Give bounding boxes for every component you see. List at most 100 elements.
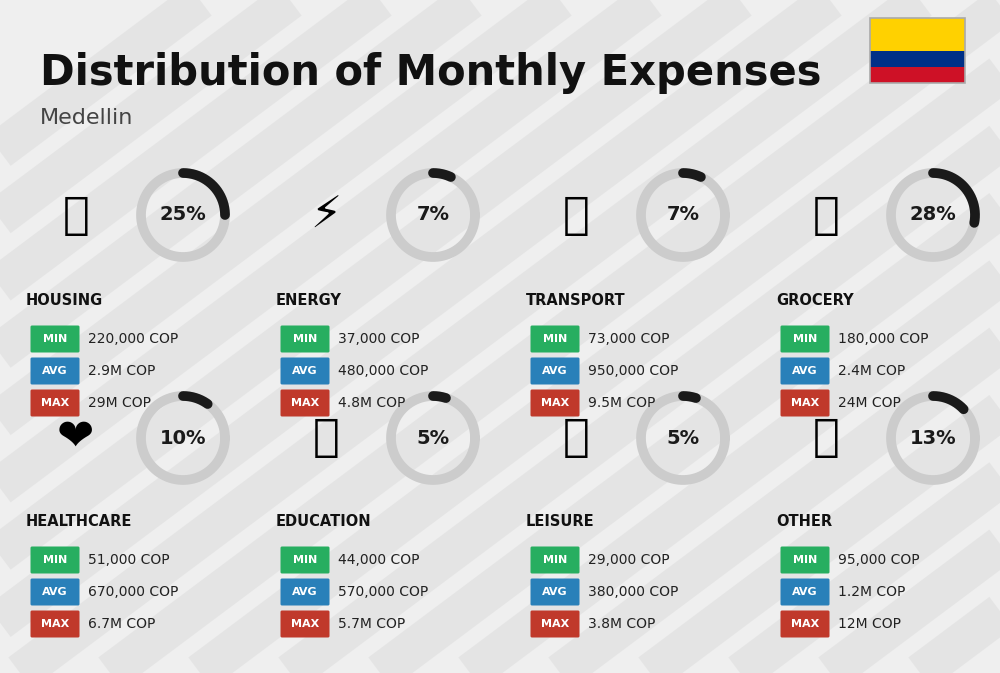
FancyBboxPatch shape	[530, 610, 580, 637]
Text: 380,000 COP: 380,000 COP	[588, 585, 678, 599]
FancyBboxPatch shape	[780, 326, 830, 353]
Text: 🚌: 🚌	[563, 194, 589, 236]
FancyBboxPatch shape	[530, 390, 580, 417]
Text: AVG: AVG	[792, 587, 818, 597]
FancyBboxPatch shape	[280, 326, 330, 353]
Text: 🏙: 🏙	[63, 194, 89, 236]
FancyBboxPatch shape	[780, 610, 830, 637]
Text: 220,000 COP: 220,000 COP	[88, 332, 178, 346]
FancyBboxPatch shape	[530, 579, 580, 606]
Text: GROCERY: GROCERY	[776, 293, 854, 308]
Text: 9.5M COP: 9.5M COP	[588, 396, 655, 410]
Text: MAX: MAX	[291, 619, 319, 629]
Text: MAX: MAX	[41, 619, 69, 629]
FancyBboxPatch shape	[280, 546, 330, 573]
Text: 28%: 28%	[910, 205, 956, 225]
Text: 51,000 COP: 51,000 COP	[88, 553, 170, 567]
Text: MIN: MIN	[293, 334, 317, 344]
Text: 10%: 10%	[160, 429, 206, 448]
Text: 7%: 7%	[416, 205, 450, 225]
FancyBboxPatch shape	[280, 579, 330, 606]
Bar	[870, 18, 965, 50]
Text: OTHER: OTHER	[776, 514, 832, 529]
Text: HEALTHCARE: HEALTHCARE	[26, 514, 132, 529]
Text: ❤️: ❤️	[57, 417, 95, 460]
Text: 5%: 5%	[416, 429, 450, 448]
Text: AVG: AVG	[542, 587, 568, 597]
Text: 2.4M COP: 2.4M COP	[838, 364, 905, 378]
Text: 🛒: 🛒	[813, 194, 839, 236]
Text: LEISURE: LEISURE	[526, 514, 595, 529]
Text: 13%: 13%	[910, 429, 956, 448]
FancyBboxPatch shape	[30, 579, 80, 606]
Text: 25%: 25%	[160, 205, 206, 225]
Text: Distribution of Monthly Expenses: Distribution of Monthly Expenses	[40, 52, 822, 94]
Text: 95,000 COP: 95,000 COP	[838, 553, 920, 567]
FancyBboxPatch shape	[30, 610, 80, 637]
Text: ⚡: ⚡	[310, 194, 342, 236]
Text: 950,000 COP: 950,000 COP	[588, 364, 678, 378]
Bar	[870, 67, 965, 83]
Text: MAX: MAX	[791, 398, 819, 408]
Text: MIN: MIN	[793, 555, 817, 565]
Text: MIN: MIN	[793, 334, 817, 344]
Text: 12M COP: 12M COP	[838, 617, 901, 631]
Text: 4.8M COP: 4.8M COP	[338, 396, 405, 410]
Text: EDUCATION: EDUCATION	[276, 514, 372, 529]
Text: AVG: AVG	[792, 366, 818, 376]
FancyBboxPatch shape	[530, 357, 580, 384]
FancyBboxPatch shape	[780, 579, 830, 606]
Text: MAX: MAX	[541, 619, 569, 629]
Text: AVG: AVG	[292, 366, 318, 376]
Text: 🎓: 🎓	[313, 417, 339, 460]
FancyBboxPatch shape	[780, 357, 830, 384]
Text: AVG: AVG	[292, 587, 318, 597]
Text: TRANSPORT: TRANSPORT	[526, 293, 626, 308]
FancyBboxPatch shape	[280, 610, 330, 637]
FancyBboxPatch shape	[530, 326, 580, 353]
Text: 1.2M COP: 1.2M COP	[838, 585, 905, 599]
Text: MAX: MAX	[41, 398, 69, 408]
FancyBboxPatch shape	[280, 357, 330, 384]
FancyBboxPatch shape	[30, 357, 80, 384]
Text: 180,000 COP: 180,000 COP	[838, 332, 928, 346]
Text: 3.8M COP: 3.8M COP	[588, 617, 655, 631]
Text: HOUSING: HOUSING	[26, 293, 103, 308]
Text: MAX: MAX	[541, 398, 569, 408]
Text: 670,000 COP: 670,000 COP	[88, 585, 178, 599]
Bar	[870, 18, 965, 83]
FancyBboxPatch shape	[30, 326, 80, 353]
Text: 24M COP: 24M COP	[838, 396, 901, 410]
Text: 💰: 💰	[813, 417, 839, 460]
Text: MIN: MIN	[43, 334, 67, 344]
FancyBboxPatch shape	[30, 546, 80, 573]
Text: AVG: AVG	[42, 366, 68, 376]
Text: 6.7M COP: 6.7M COP	[88, 617, 155, 631]
FancyBboxPatch shape	[530, 546, 580, 573]
Text: 7%: 7%	[666, 205, 700, 225]
FancyBboxPatch shape	[780, 390, 830, 417]
Text: 🛍: 🛍	[563, 417, 589, 460]
Text: 37,000 COP: 37,000 COP	[338, 332, 420, 346]
Text: 5.7M COP: 5.7M COP	[338, 617, 405, 631]
Bar	[870, 50, 965, 67]
Text: MAX: MAX	[291, 398, 319, 408]
Text: 29,000 COP: 29,000 COP	[588, 553, 670, 567]
Text: 570,000 COP: 570,000 COP	[338, 585, 428, 599]
Text: MIN: MIN	[543, 334, 567, 344]
Text: AVG: AVG	[42, 587, 68, 597]
FancyBboxPatch shape	[280, 390, 330, 417]
Text: MIN: MIN	[543, 555, 567, 565]
Text: ENERGY: ENERGY	[276, 293, 342, 308]
Text: AVG: AVG	[542, 366, 568, 376]
Text: 29M COP: 29M COP	[88, 396, 151, 410]
FancyBboxPatch shape	[30, 390, 80, 417]
Text: MIN: MIN	[293, 555, 317, 565]
Text: 2.9M COP: 2.9M COP	[88, 364, 155, 378]
Text: 5%: 5%	[666, 429, 700, 448]
Text: MIN: MIN	[43, 555, 67, 565]
Text: MAX: MAX	[791, 619, 819, 629]
Text: 44,000 COP: 44,000 COP	[338, 553, 420, 567]
Text: 73,000 COP: 73,000 COP	[588, 332, 670, 346]
Text: 480,000 COP: 480,000 COP	[338, 364, 428, 378]
